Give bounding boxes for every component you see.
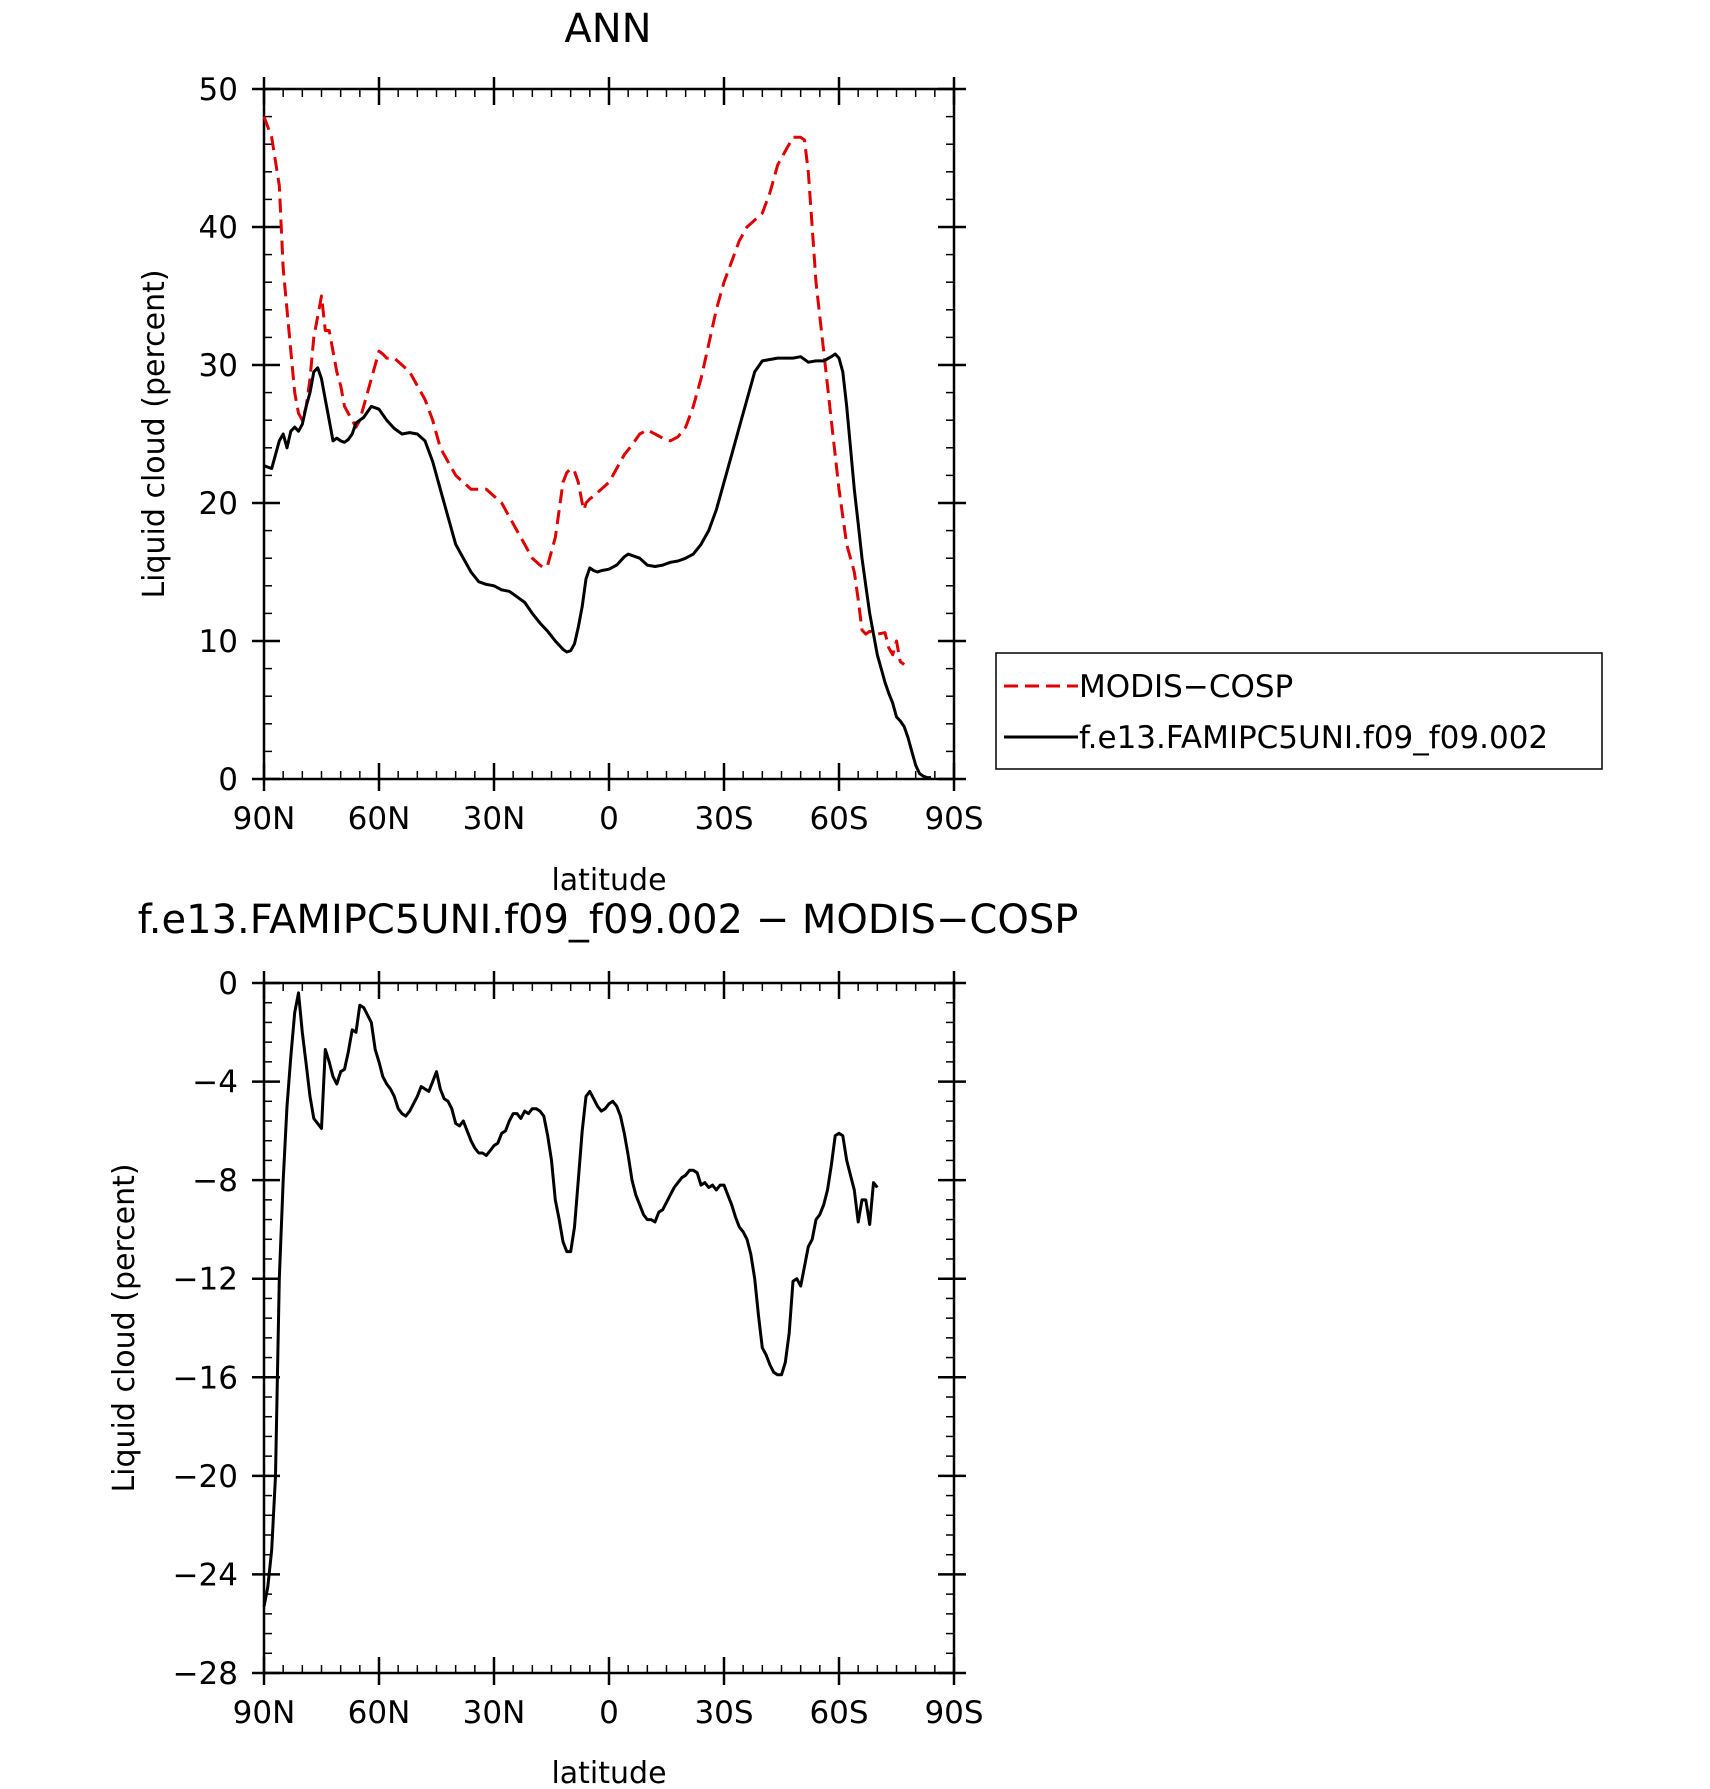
bottom-y-tick-label: −24 — [173, 1557, 238, 1593]
bottom-x-tick-label: 60S — [809, 1695, 868, 1731]
top-x-tick-label: 30N — [463, 801, 526, 837]
bottom-chart-plot-frame — [262, 981, 956, 1675]
top-x-tick-label: 30S — [694, 801, 753, 837]
legend-box — [995, 652, 1603, 770]
bottom-x-tick-label: 30S — [694, 1695, 753, 1731]
top-y-tick-label: 40 — [199, 210, 238, 246]
bottom-series-line-0 — [262, 991, 879, 1607]
top-x-tick-label: 0 — [599, 801, 619, 837]
top-chart-plot-frame — [262, 87, 956, 781]
bottom-x-tick-label: 90N — [233, 1695, 296, 1731]
bottom-y-tick-label: −8 — [192, 1163, 238, 1199]
bottom-y-tick-label: −20 — [173, 1459, 238, 1495]
bottom-chart-y-axis-label: Liquid cloud (percent) — [107, 1163, 142, 1492]
top-chart-x-axis-label: latitude — [551, 863, 666, 898]
top-chart-title: ANN — [564, 6, 651, 52]
legend-label-model: f.e13.FAMIPC5UNI.f09_f09.002 — [1079, 720, 1548, 756]
top-series-line-1 — [263, 352, 931, 780]
bottom-chart: f.e13.FAMIPC5UNI.f09_f09.002 − MODIS−COS… — [107, 897, 1078, 1789]
top-y-tick-label: 20 — [199, 486, 238, 522]
top-chart-y-axis-label: Liquid cloud (percent) — [137, 269, 172, 598]
top-chart: ANN 90N 60N 30N 0 30S 60S 90S 0 10 20 30 40 50 latit… — [137, 6, 1603, 898]
bottom-x-tick-label: 90S — [924, 1695, 983, 1731]
legend-label-modis: MODIS−COSP — [1079, 669, 1293, 705]
legend: MODIS−COSP f.e13.FAMIPC5UNI.f09_f09.002 — [995, 652, 1603, 770]
top-x-tick-label: 60S — [809, 801, 868, 837]
bottom-y-tick-label: −28 — [173, 1656, 238, 1692]
top-y-tick-label: 10 — [199, 624, 238, 660]
bottom-y-tick-label: −16 — [173, 1360, 238, 1396]
bottom-y-tick-label: −4 — [192, 1065, 238, 1101]
top-x-tick-label: 90S — [924, 801, 983, 837]
top-x-tick-label: 90N — [233, 801, 296, 837]
top-y-tick-label: 0 — [218, 762, 238, 798]
bottom-y-tick-label: 0 — [218, 966, 238, 1002]
bottom-y-tick-label: −12 — [173, 1262, 238, 1298]
top-y-tick-label: 50 — [199, 72, 238, 108]
top-y-tick-label: 30 — [199, 348, 238, 384]
top-series-line-0 — [262, 116, 906, 666]
bottom-x-tick-label: 30N — [463, 1695, 526, 1731]
bottom-chart-x-axis-label: latitude — [551, 1756, 666, 1789]
bottom-x-tick-label: 0 — [599, 1695, 619, 1731]
top-x-tick-label: 60N — [348, 801, 411, 837]
bottom-x-tick-label: 60N — [348, 1695, 411, 1731]
bottom-chart-title: f.e13.FAMIPC5UNI.f09_f09.002 − MODIS−COS… — [138, 897, 1079, 943]
